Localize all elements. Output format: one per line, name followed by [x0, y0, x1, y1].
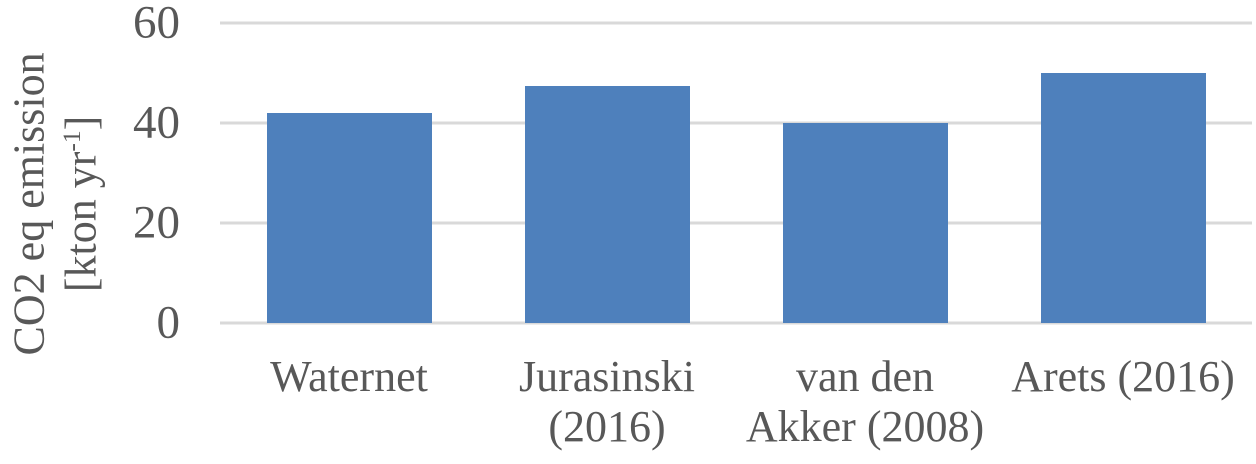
bar-3 [782, 123, 948, 323]
y-tick-label: 20 [133, 196, 180, 249]
x-category-label-line: (2016) [548, 402, 666, 452]
gridline [220, 321, 1252, 325]
x-category-label: van den Akker (2008) [736, 352, 994, 452]
gridline [220, 121, 1252, 125]
x-category-label-line: Akker (2008) [745, 402, 985, 452]
x-category-label-line: Arets (2016) [1011, 352, 1235, 401]
bar-cell [478, 23, 736, 323]
x-category-label: Waternet [220, 352, 478, 452]
bar-series [220, 23, 1252, 323]
y-axis-title-line1: CO2 eq emission [5, 52, 55, 356]
bar-cell [994, 23, 1252, 323]
y-tick-label: 60 [133, 0, 180, 49]
x-category-label-line: Waternet [270, 352, 428, 401]
y-tick-label: 40 [133, 96, 180, 149]
x-category-label: Arets (2016) [994, 352, 1252, 452]
bar-4 [1040, 73, 1206, 323]
y-tick-label: 0 [156, 296, 181, 349]
gridline [220, 21, 1252, 25]
x-category-label: Jurasinski (2016) [478, 352, 736, 452]
x-category-label-line: van den [795, 352, 935, 401]
gridline [220, 221, 1252, 225]
bar-cell [736, 23, 994, 323]
bar-1 [266, 113, 432, 323]
bar-cell [220, 23, 478, 323]
plot-area [220, 21, 1252, 325]
bar-2 [524, 85, 690, 323]
x-category-label-line: Jurasinski [519, 352, 695, 401]
x-axis-labels: Waternet Jurasinski (2016) van den Akker (20… [220, 352, 1252, 452]
y-axis-tick-labels: 0 20 40 60 [60, 0, 180, 346]
